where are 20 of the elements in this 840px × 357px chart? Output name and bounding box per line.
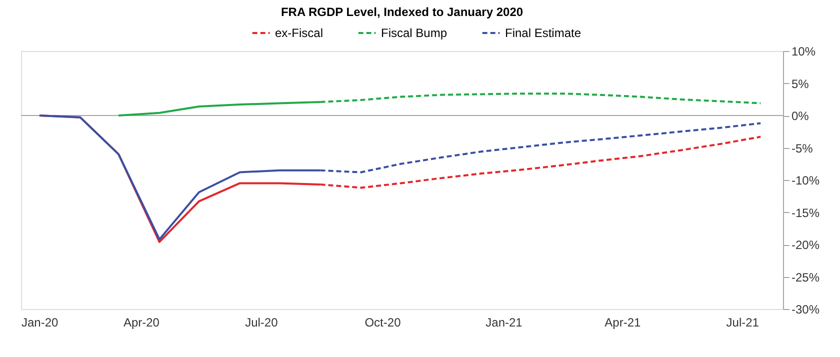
legend-label: ex-Fiscal [275, 26, 324, 40]
x-tick-label: Jan-20 [22, 316, 59, 330]
y-tick-label: -5% [792, 141, 814, 156]
x-tick-label: Oct-20 [364, 316, 402, 330]
legend-label: Final Estimate [505, 26, 582, 40]
y-tick-label: -10% [792, 174, 820, 188]
chart-title: FRA RGDP Level, Indexed to January 2020 [280, 5, 524, 19]
x-tick-label: Jul-20 [245, 316, 278, 330]
x-tick-label: Apr-20 [123, 316, 160, 330]
y-tick-label: -25% [792, 270, 820, 284]
y-tick-label: -20% [792, 238, 820, 252]
y-tick-label: 10% [792, 44, 816, 58]
x-tick-label: Jul-21 [726, 316, 760, 330]
legend-label: Fiscal Bump [381, 26, 448, 40]
y-tick-label: 5% [792, 76, 810, 91]
x-tick-label: Jan-21 [486, 316, 523, 330]
y-tick-label: -30% [792, 302, 820, 316]
y-tick-label: 0% [792, 109, 810, 123]
x-tick-label: Apr-21 [604, 316, 641, 330]
y-tick-label: -15% [792, 206, 820, 220]
